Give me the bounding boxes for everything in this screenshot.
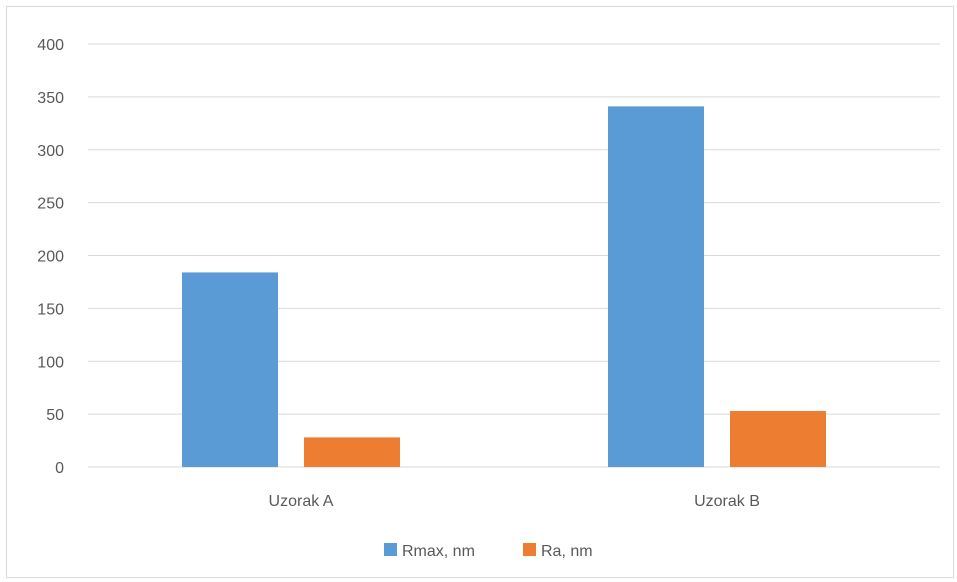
y-tick-label: 300 xyxy=(37,143,64,160)
legend-swatch xyxy=(384,543,397,556)
chart-frame xyxy=(6,6,954,578)
x-category-label: Uzorak A xyxy=(269,493,334,510)
x-category-label: Uzorak B xyxy=(694,493,760,510)
legend-swatch xyxy=(523,543,536,556)
legend-label: Rmax, nm xyxy=(402,543,475,560)
y-tick-label: 200 xyxy=(37,249,64,266)
bar-ra-2 xyxy=(730,410,826,467)
bar-rmax-2 xyxy=(608,106,704,467)
y-tick-label: 150 xyxy=(37,301,64,318)
y-tick-label: 350 xyxy=(37,90,64,107)
bar-rmax-1 xyxy=(182,272,278,467)
bars xyxy=(182,106,826,467)
y-tick-label: 50 xyxy=(46,407,64,424)
x-axis-category-labels: Uzorak A Uzorak B xyxy=(269,493,760,510)
bar-ra-1 xyxy=(304,437,400,467)
legend-label: Ra, nm xyxy=(541,543,593,560)
y-tick-label: 100 xyxy=(37,354,64,371)
y-tick-label: 400 xyxy=(37,37,64,54)
y-tick-label: 0 xyxy=(55,460,64,477)
y-axis-tick-labels: 0 50 100 150 200 250 300 350 400 xyxy=(37,37,64,477)
legend: Rmax, nm Ra, nm xyxy=(384,543,593,560)
y-tick-label: 250 xyxy=(37,196,64,213)
